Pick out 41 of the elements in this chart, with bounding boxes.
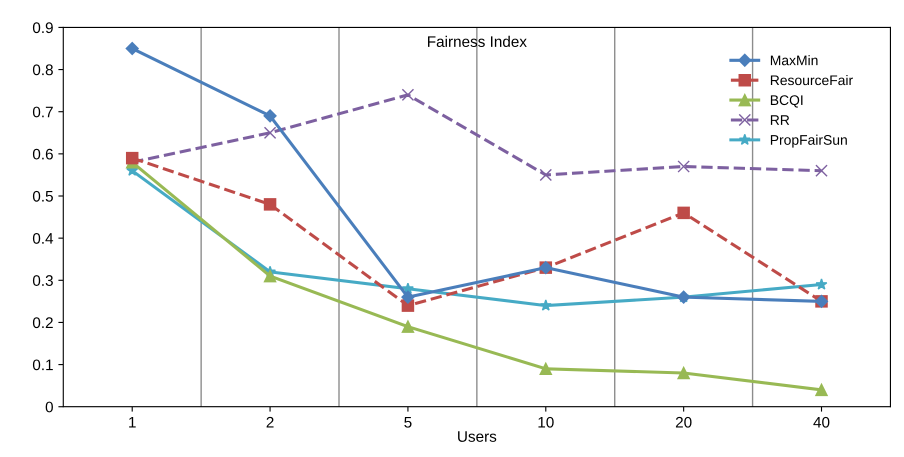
- point: [677, 160, 690, 173]
- point: [677, 206, 690, 220]
- y-tick-label: 0: [46, 402, 53, 412]
- point: [401, 290, 415, 304]
- y-tick-label: 0.9: [32, 22, 53, 34]
- point: [677, 366, 690, 380]
- x-tick-label: 5: [404, 417, 412, 428]
- x-axis-title: Users: [458, 431, 496, 442]
- x-tick-label: 20: [676, 416, 692, 428]
- y-tick-label: 0.7: [32, 106, 53, 118]
- point: [126, 152, 138, 164]
- point: [264, 270, 276, 282]
- point: [815, 384, 828, 396]
- point: [264, 198, 276, 211]
- point: [540, 299, 552, 311]
- y-tick-label: 0.2: [32, 317, 53, 328]
- point: [263, 109, 277, 123]
- point: [264, 126, 276, 140]
- point: [126, 42, 139, 56]
- x-tick-label: 40: [813, 416, 830, 428]
- chart-title: Fairness Index: [428, 36, 527, 48]
- x-tick-label: 1: [129, 417, 136, 428]
- legend-label: BCQI: [770, 95, 802, 108]
- point: [540, 362, 552, 376]
- y-tick-label: 0.1: [32, 359, 53, 370]
- y-tick-label: 0.8: [32, 64, 53, 76]
- legend-label: RR: [770, 115, 790, 125]
- y-tick-label: 0.6: [32, 148, 53, 160]
- x-tick-label: 10: [538, 416, 554, 428]
- point: [815, 164, 828, 177]
- point: [402, 320, 414, 333]
- legend-label: MaxMin: [770, 55, 818, 66]
- point: [540, 168, 552, 182]
- y-tick-label: 0.5: [32, 190, 53, 202]
- point: [816, 278, 828, 290]
- legend-label: ResourceFair: [770, 74, 853, 86]
- y-tick-label: 0.4: [32, 233, 54, 244]
- point: [402, 88, 414, 102]
- legend-label: PropFairSun: [770, 134, 847, 148]
- y-tick-label: 0.3: [32, 275, 53, 286]
- x-tick-label: 2: [266, 416, 274, 428]
